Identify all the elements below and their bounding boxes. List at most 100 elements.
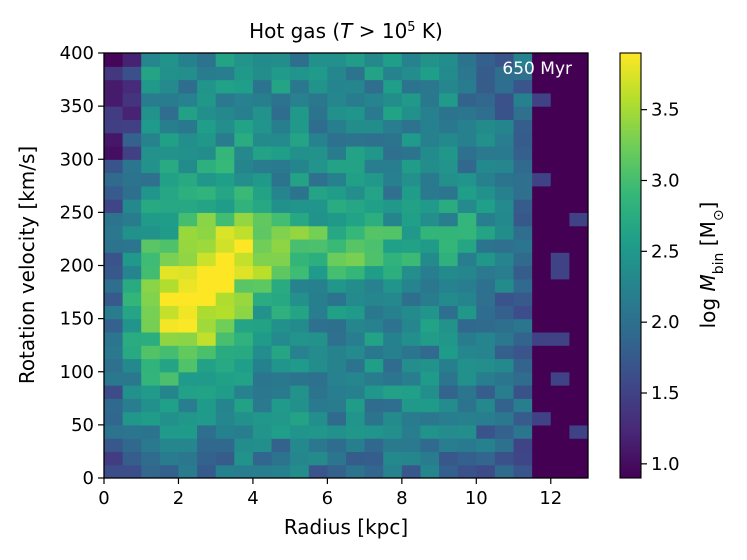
heatmap-cell	[327, 106, 347, 121]
heatmap-cell	[439, 252, 459, 267]
y-axis-ticks: 0 50 100 150 200 250 300 350 400	[60, 43, 104, 489]
heatmap-cell	[308, 318, 328, 333]
heatmap-cell	[532, 212, 552, 227]
heatmap-cell	[252, 438, 273, 453]
heatmap-cell	[141, 345, 161, 360]
heatmap-cell	[346, 438, 366, 453]
heatmap-cell	[476, 79, 496, 94]
heatmap-cell	[550, 252, 570, 267]
heatmap-cell	[513, 145, 533, 160]
heatmap-cell	[569, 385, 588, 399]
heatmap-cell	[122, 451, 142, 466]
heatmap-cell	[159, 424, 180, 439]
heatmap-cell	[550, 358, 570, 373]
heatmap-cell	[401, 225, 422, 240]
heatmap-cell	[476, 265, 496, 280]
heatmap-cell	[308, 331, 328, 346]
heatmap-cell	[364, 318, 384, 333]
heatmap-cell	[346, 252, 366, 267]
heatmap-cell	[234, 464, 254, 478]
heatmap-cell	[513, 66, 533, 81]
heatmap-cell	[104, 119, 124, 134]
heatmap-cell	[141, 199, 161, 213]
heatmap-cell	[159, 438, 180, 453]
heatmap-cell	[346, 292, 366, 306]
heatmap-cell	[252, 53, 273, 67]
heatmap-cell	[122, 252, 142, 267]
heatmap-cell	[420, 106, 440, 121]
heatmap-cell	[215, 318, 235, 333]
heatmap-cell	[476, 106, 496, 121]
heatmap-cell	[215, 159, 235, 174]
heatmap-cell	[290, 119, 310, 134]
heatmap-cell	[346, 145, 366, 160]
heatmap-cell	[439, 185, 459, 200]
heatmap-cell	[550, 292, 570, 306]
colorbar-tick-label: 3.0	[651, 171, 680, 192]
heatmap-cell	[178, 238, 198, 253]
heatmap-cell	[327, 371, 347, 386]
heatmap-cell	[569, 451, 588, 466]
heatmap-cell	[122, 145, 142, 160]
heatmap-cell	[271, 438, 291, 453]
heatmap-cell	[234, 199, 254, 213]
heatmap-cell	[104, 172, 124, 187]
heatmap-cell	[178, 172, 198, 187]
heatmap-cell	[159, 265, 180, 280]
heatmap-cell	[532, 265, 552, 280]
heatmap-cell	[364, 305, 384, 320]
heatmap-cell	[476, 398, 496, 413]
heatmap-cell	[364, 66, 384, 81]
heatmap-cell	[439, 145, 459, 160]
heatmap-cell	[494, 53, 515, 67]
colorbar-tick-label: 3.5	[651, 100, 680, 121]
heatmap-cell	[457, 438, 477, 453]
heatmap-cell	[494, 119, 515, 134]
heatmap-cell	[364, 371, 384, 386]
heatmap-cell	[383, 53, 403, 67]
heatmap-cell	[122, 238, 142, 253]
heatmap-cell	[532, 371, 552, 386]
heatmap-cell	[439, 199, 459, 213]
heatmap-cell	[457, 185, 477, 200]
heatmap-cell	[271, 119, 291, 134]
heatmap-cell	[401, 331, 422, 346]
heatmap-cell	[439, 238, 459, 253]
heatmap-cell	[346, 212, 366, 227]
heatmap-cell	[327, 398, 347, 413]
heatmap-cell	[569, 278, 588, 293]
heatmap-cell	[457, 172, 477, 187]
heatmap-cell	[159, 318, 180, 333]
heatmap-cell	[197, 238, 217, 253]
heatmap-cell	[494, 451, 515, 466]
heatmap-cell	[197, 265, 217, 280]
heatmap-cell	[401, 438, 422, 453]
heatmap-cell	[494, 79, 515, 94]
heatmap-cell	[364, 238, 384, 253]
heatmap-cell	[197, 252, 217, 267]
heatmap-cell	[159, 159, 180, 174]
heatmap-cell	[252, 132, 273, 147]
heatmap-cell	[327, 411, 347, 426]
heatmap-cell	[122, 371, 142, 386]
heatmap-cell	[383, 145, 403, 160]
heatmap-cell	[327, 265, 347, 280]
y-tick-label: 300	[60, 149, 94, 170]
heatmap-cell	[364, 106, 384, 121]
y-tick-label: 100	[60, 362, 94, 383]
heatmap-cell	[178, 66, 198, 81]
heatmap-cell	[401, 358, 422, 373]
y-tick-label: 50	[71, 415, 94, 436]
heatmap-cell	[122, 199, 142, 213]
heatmap-cell	[401, 159, 422, 174]
heatmap-cell	[439, 358, 459, 373]
heatmap-cell	[327, 199, 347, 213]
heatmap-cell	[141, 438, 161, 453]
x-tick-label: 10	[465, 488, 488, 509]
heatmap-cell	[550, 278, 570, 293]
heatmap-cell	[420, 212, 440, 227]
heatmap-cell	[383, 265, 403, 280]
heatmap-cell	[476, 225, 496, 240]
heatmap-cell	[197, 79, 217, 94]
heatmap-cell	[401, 424, 422, 439]
